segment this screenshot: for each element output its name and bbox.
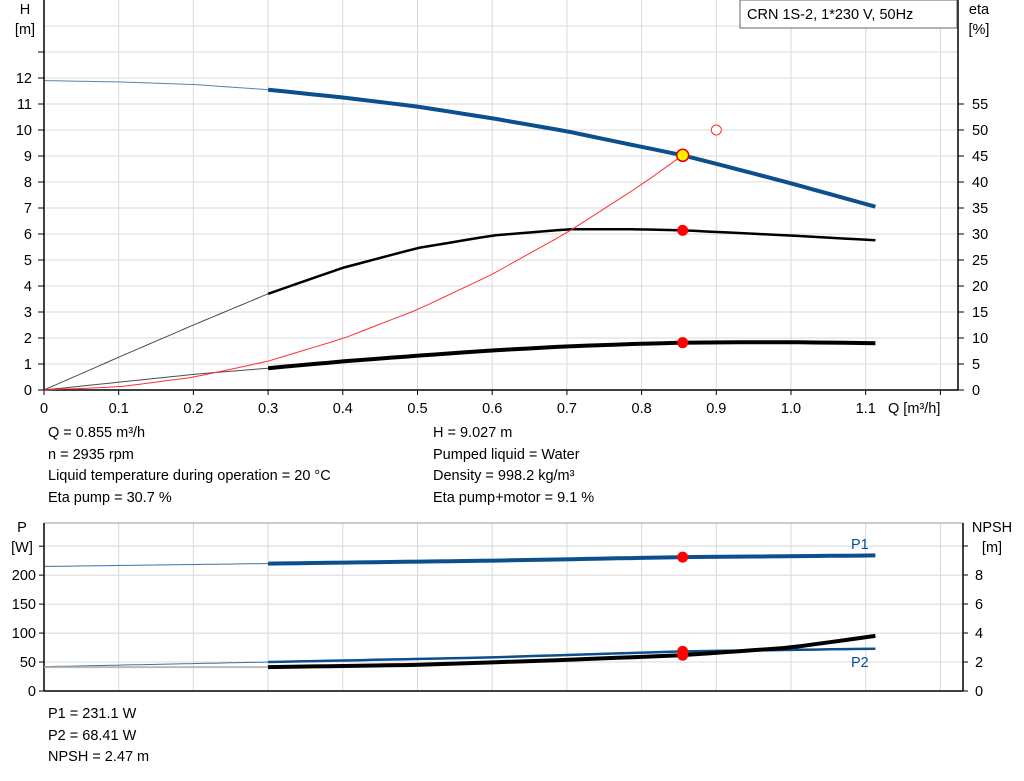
y-tick-label-right: 30 bbox=[972, 227, 988, 243]
x-tick-label: 0 bbox=[40, 401, 48, 417]
y-tick-label-left: 3 bbox=[24, 305, 32, 321]
requested-point-marker bbox=[710, 124, 722, 136]
info-head: H = 9.027 m bbox=[433, 425, 513, 441]
x-tick-label: 0.5 bbox=[407, 401, 427, 417]
y-tick-label-left: 2 bbox=[24, 331, 32, 347]
y-axis-label-right-unit: [m] bbox=[982, 540, 1002, 556]
info-p2: P2 = 68.41 W bbox=[48, 727, 137, 744]
curve-P1 bbox=[268, 553, 876, 566]
info-temperature: Liquid temperature during operation = 20… bbox=[48, 468, 331, 484]
y-tick-label-left: 7 bbox=[24, 201, 32, 217]
y-tick-label-right: 25 bbox=[972, 253, 988, 269]
info-eta-pump: Eta pump = 30.7 % bbox=[48, 489, 172, 506]
y-tick-label-left: 6 bbox=[24, 227, 32, 243]
eta-total-duty-marker bbox=[677, 337, 689, 349]
curve-1-extrapolated bbox=[43, 293, 269, 391]
legend-box bbox=[739, 0, 958, 29]
y-axis-label-left-unit: [m] bbox=[15, 22, 35, 38]
y-tick-label-left: 8 bbox=[24, 175, 32, 191]
y-tick-label-right: 45 bbox=[972, 149, 988, 165]
curve-P2-extrapolated bbox=[43, 661, 269, 668]
y-tick-label-right: 0 bbox=[972, 383, 980, 399]
y-axis-label-left-unit: [W] bbox=[11, 540, 33, 556]
y-tick-label-left: 0 bbox=[24, 383, 32, 399]
series-label-P1: P1 bbox=[851, 537, 869, 553]
x-axis-label: Q [m³/h] bbox=[888, 401, 940, 417]
curve-npsh bbox=[268, 633, 876, 670]
x-tick-label: 1.0 bbox=[781, 401, 801, 417]
y-tick-label-left: 4 bbox=[24, 279, 32, 295]
y-tick-label-left: 200 bbox=[12, 568, 36, 584]
x-tick-label: 0.1 bbox=[109, 401, 129, 417]
y-tick-label-right: 0 bbox=[975, 684, 983, 700]
y-tick-label-left: 10 bbox=[16, 123, 32, 139]
x-tick-label: 0.2 bbox=[183, 401, 203, 417]
y-axis-label-left: P bbox=[17, 520, 27, 536]
y-tick-label-left: 50 bbox=[20, 655, 36, 671]
y-tick-label-left: 5 bbox=[24, 253, 32, 269]
y-axis-label-left: H bbox=[20, 2, 30, 18]
y-tick-label-right: 8 bbox=[975, 568, 983, 584]
y-tick-label-right: 55 bbox=[972, 97, 988, 113]
y-tick-label-right: 40 bbox=[972, 175, 988, 191]
y-tick-label-right: 2 bbox=[975, 655, 983, 671]
info-speed: n = 2935 rpm bbox=[48, 446, 134, 463]
y-tick-label-right: 10 bbox=[972, 331, 988, 347]
x-tick-label: 0.9 bbox=[706, 401, 726, 417]
curve-P1-extrapolated bbox=[44, 563, 269, 567]
curve-0-extrapolated bbox=[43, 80, 269, 91]
x-tick-label: 0.6 bbox=[482, 401, 502, 417]
curve-0 bbox=[267, 87, 876, 209]
chart-title: CRN 1S-2, 1*230 V, 50Hz bbox=[747, 7, 913, 23]
y-tick-label-left: 9 bbox=[24, 149, 32, 165]
npsh-duty-marker bbox=[677, 649, 689, 661]
y-tick-label-right: 4 bbox=[975, 626, 983, 642]
duty-point-marker bbox=[675, 148, 690, 163]
y-axis-label-right: eta bbox=[969, 2, 990, 18]
info-top-right: H = 9.027 m Pumped liquid = Water Densit… bbox=[433, 423, 594, 509]
eta-pump-duty-marker bbox=[677, 224, 689, 236]
y-tick-label-left: 150 bbox=[12, 597, 36, 613]
series-label-P2: P2 bbox=[851, 655, 869, 671]
y-axis-label-right: NPSH bbox=[972, 520, 1012, 536]
info-top-left: Q = 0.855 m³/h n = 2935 rpm Liquid tempe… bbox=[48, 423, 331, 509]
y-tick-label-right: 50 bbox=[972, 123, 988, 139]
x-tick-label: 0.8 bbox=[632, 401, 652, 417]
info-eta-total: Eta pump+motor = 9.1 % bbox=[433, 489, 595, 506]
y-axis-label-right-unit: [%] bbox=[969, 22, 990, 38]
x-tick-label: 0.7 bbox=[557, 401, 577, 417]
info-flow: Q = 0.855 m³/h bbox=[48, 425, 146, 441]
y-tick-label-left: 100 bbox=[12, 626, 36, 642]
x-tick-label: 0.4 bbox=[333, 401, 353, 417]
y-tick-label-right: 5 bbox=[972, 357, 980, 373]
curve-2-extrapolated bbox=[43, 367, 269, 391]
info-npsh: NPSH = 2.47 m bbox=[48, 749, 150, 765]
info-liquid: Pumped liquid = Water bbox=[433, 446, 580, 463]
x-tick-label: 1.1 bbox=[856, 401, 876, 417]
info-bottom: P1 = 231.1 W P2 = 68.41 W NPSH = 2.47 m bbox=[48, 704, 149, 769]
y-tick-label-right: 6 bbox=[975, 597, 983, 613]
info-p1: P1 = 231.1 W bbox=[48, 706, 137, 722]
y-tick-label-right: 20 bbox=[972, 279, 988, 295]
curve-2 bbox=[267, 340, 876, 371]
y-tick-label-left: 1 bbox=[24, 357, 32, 373]
y-tick-label-left: 11 bbox=[17, 97, 32, 113]
y-tick-label-left: 12 bbox=[16, 71, 32, 87]
p1-duty-marker bbox=[677, 551, 689, 563]
info-density: Density = 998.2 kg/m³ bbox=[433, 468, 575, 484]
y-tick-label-left: 0 bbox=[28, 684, 36, 700]
curve-1 bbox=[267, 228, 876, 295]
x-tick-label: 0.3 bbox=[258, 401, 278, 417]
y-tick-label-right: 15 bbox=[972, 305, 988, 321]
system-curve bbox=[43, 154, 683, 391]
y-tick-label-right: 35 bbox=[972, 201, 988, 217]
